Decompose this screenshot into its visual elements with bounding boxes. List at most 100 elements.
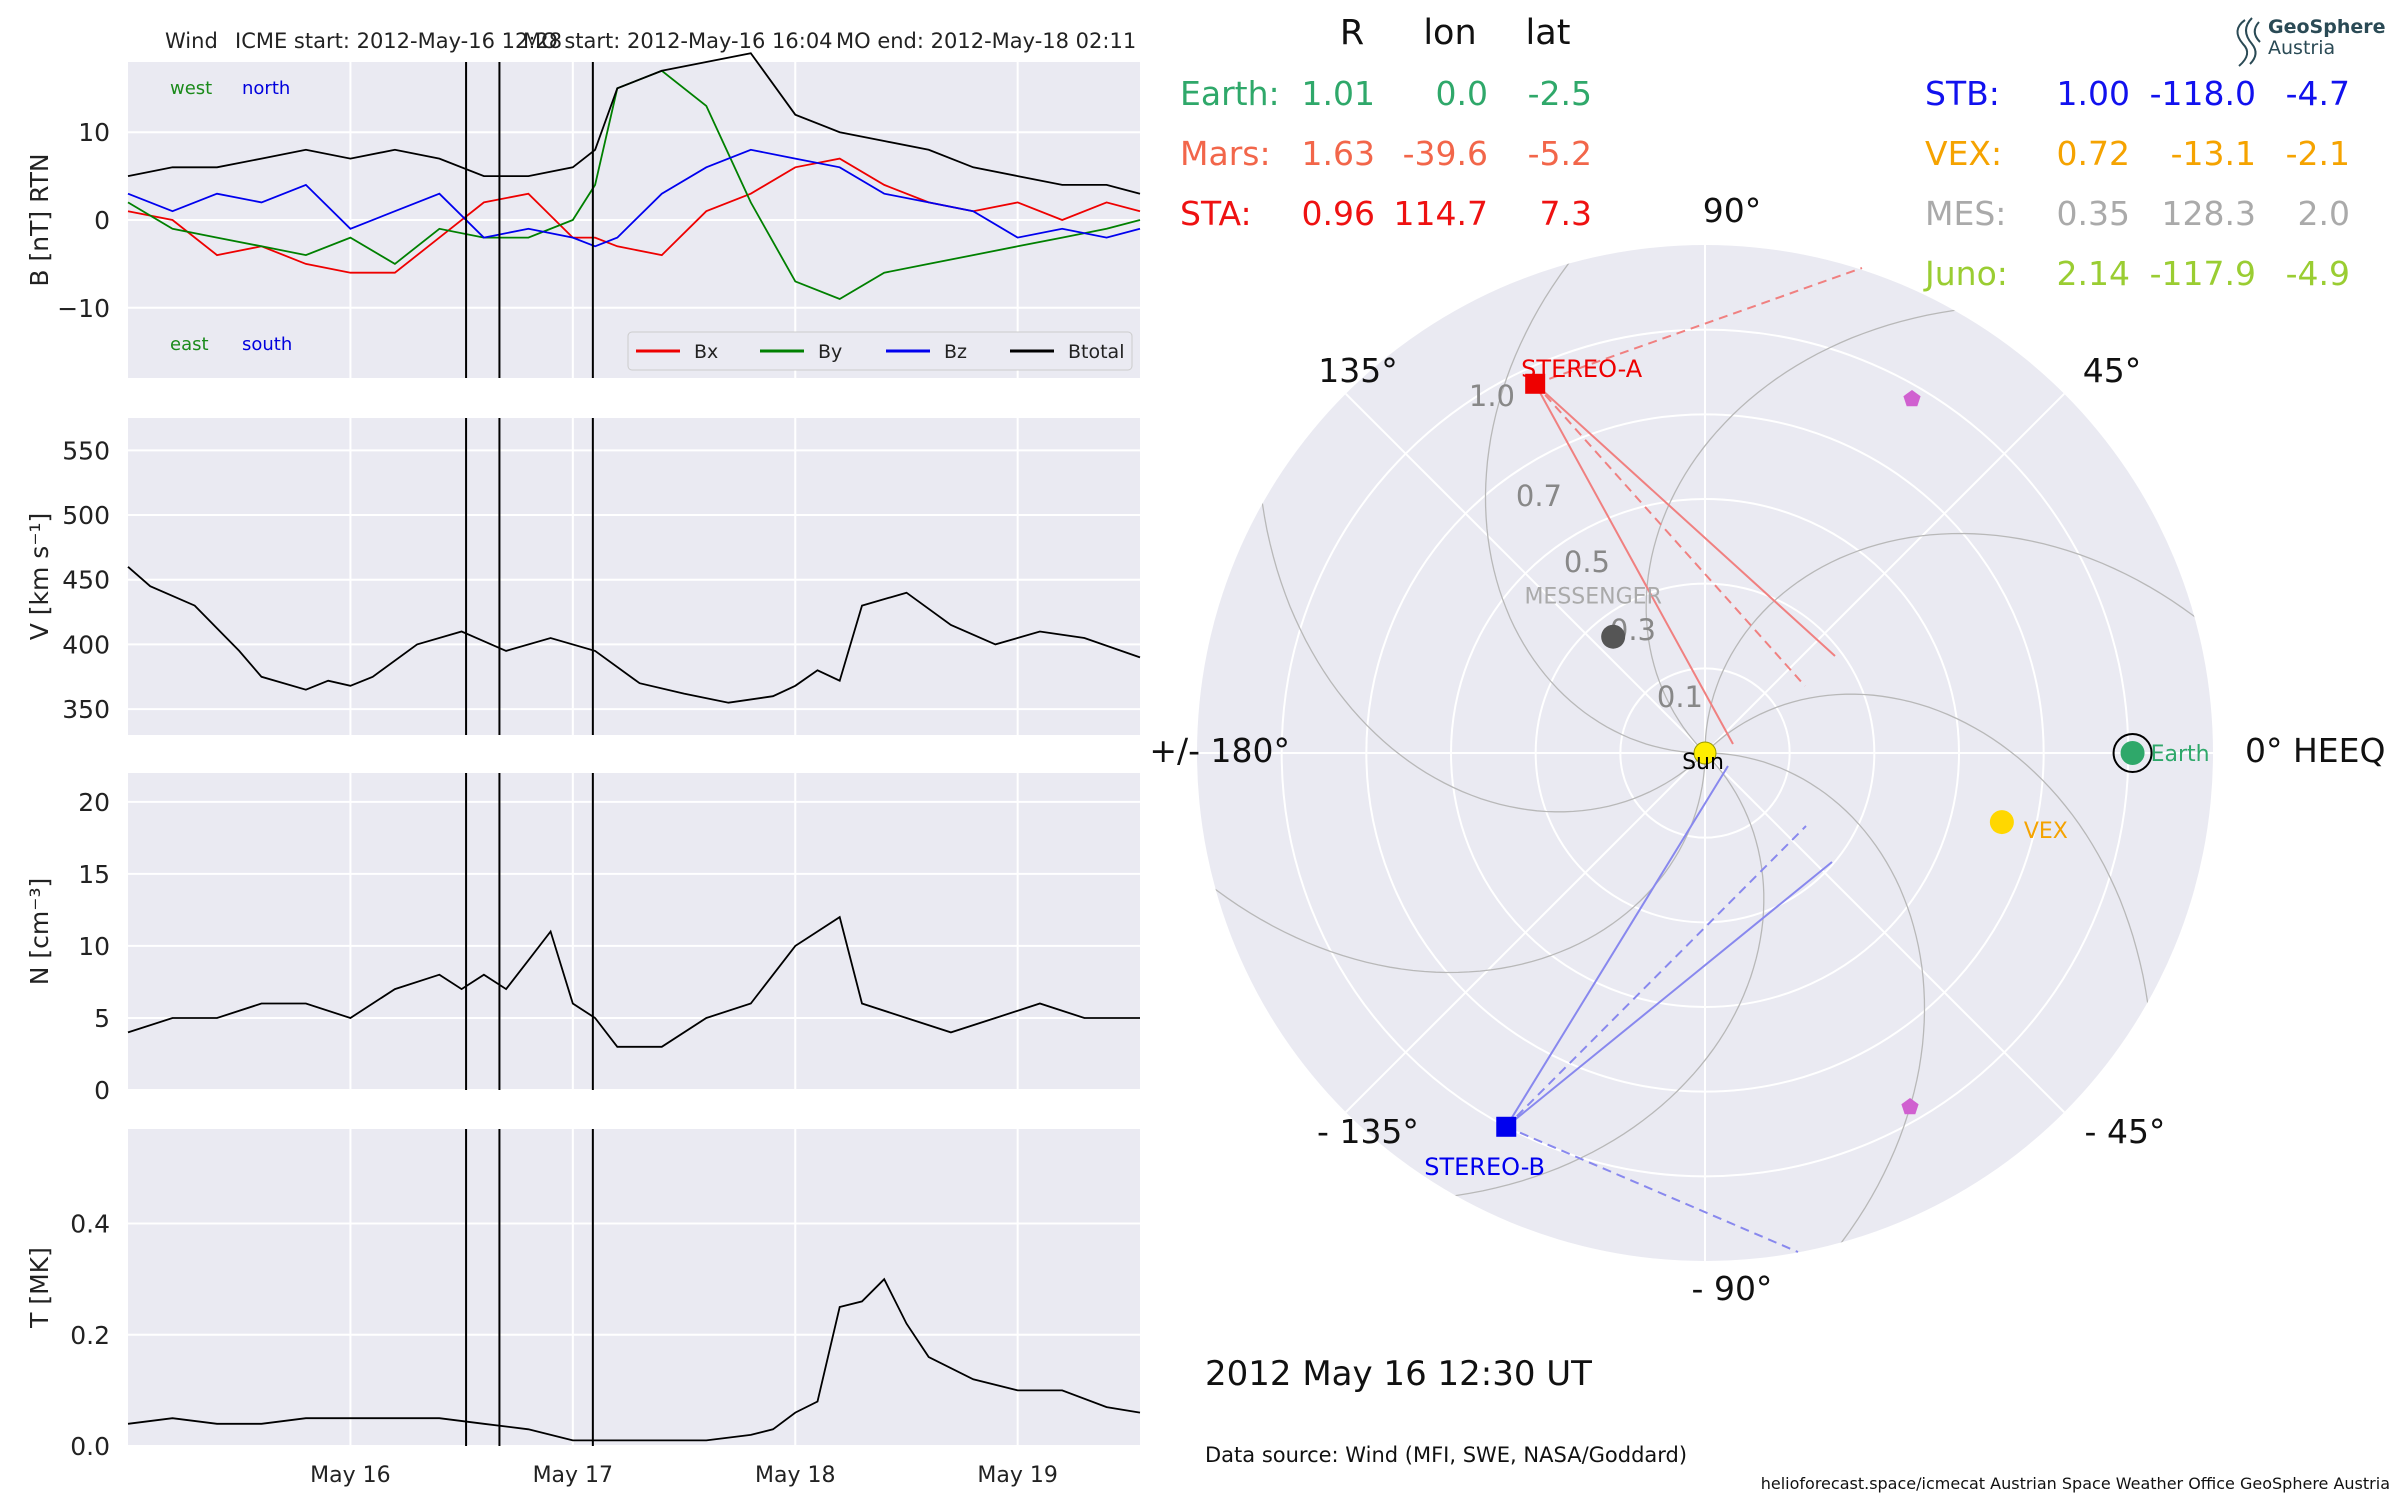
- row-lat: -2.1: [2286, 134, 2350, 173]
- field-of-view-lines: [1505, 267, 1863, 1253]
- sta-fov-line: [1534, 383, 1836, 657]
- annotation-west: west: [170, 78, 212, 99]
- panel-background: [128, 773, 1140, 1090]
- stereoa-label: STEREO-A: [1521, 355, 1643, 383]
- y-tick-label: 10: [78, 932, 110, 961]
- y-tick-label: 0.4: [70, 1210, 110, 1239]
- y-tick-label: 550: [62, 436, 110, 465]
- y-tick-label: 0.0: [70, 1432, 110, 1461]
- earth-ring: [2112, 733, 2153, 773]
- messenger-label: MESSENGER: [1524, 585, 1661, 610]
- row-lon: -13.1: [2171, 134, 2256, 173]
- angle-label: +/- 180°: [1149, 731, 1290, 770]
- radial-tick-label: 1.0: [1469, 379, 1515, 413]
- row-lon: 114.7: [1394, 194, 1488, 233]
- header-spacecraft: Wind: [165, 29, 218, 53]
- panel-4: 0.0 0.2 0.4 T [MK] May 16 May 17 May 18 May 19: [25, 1129, 1141, 1488]
- earth-marker: [2120, 741, 2145, 765]
- panel-1: −10 0 10 B [nT] RTN west north east south Bx By Bz…: [25, 52, 1141, 378]
- y-tick-label: 450: [62, 566, 110, 595]
- y-axis-label: B [nT] RTN: [25, 153, 54, 286]
- stb-fov-line: [1505, 861, 1833, 1128]
- table-row: VEX: 0.72 -13.1 -2.1: [1925, 134, 2350, 173]
- row-name: Earth:: [1180, 74, 1280, 113]
- table-header-lat: lat: [1526, 13, 1571, 53]
- table-row: STB: 1.00 -118.0 -4.7: [1925, 74, 2350, 113]
- x-tick-label: May 17: [533, 1463, 613, 1488]
- radial-tick-label: 0.5: [1564, 545, 1610, 579]
- logo-swirl-icon: [2236, 17, 2261, 67]
- parker-spiral-line: [1197, 752, 1706, 974]
- logo-line1: GeoSphere: [2268, 16, 2386, 38]
- parker-spiral-line: [1704, 532, 2213, 754]
- stereob-label: STEREO-B: [1424, 1153, 1545, 1181]
- legend-label-btotal: Btotal: [1068, 341, 1124, 363]
- polar-angle-gridline: [1345, 752, 1706, 1113]
- y-tick-label: 0.2: [70, 1321, 110, 1350]
- y-tick-label: 350: [62, 695, 110, 724]
- mars-marker: [1901, 1098, 1919, 1115]
- table-row: Juno: 2.14 -117.9 -4.9: [1923, 254, 2350, 293]
- geosphere-logo: GeoSphere Austria: [2236, 16, 2386, 67]
- series-line-bz: [127, 148, 1141, 248]
- sta-fov-dashed-line: [1534, 383, 1806, 687]
- panel-2: 350 400 450 500 550 V [km s⁻¹]: [25, 418, 1141, 735]
- y-tick-label: 400: [62, 630, 110, 659]
- row-lat: 7.3: [1540, 194, 1592, 233]
- y-tick-label: −10: [57, 294, 110, 323]
- row-r: 1.00: [2057, 74, 2130, 113]
- stb-fov-line: [1505, 765, 1729, 1128]
- row-name: STB:: [1925, 74, 2000, 113]
- earth-label: Earth: [2151, 742, 2210, 767]
- angle-label: 45°: [2083, 351, 2142, 390]
- table-row: MES: 0.35 128.3 2.0: [1925, 194, 2350, 233]
- legend-label-by: By: [818, 341, 842, 363]
- panel-3: 0 5 10 15 20 N [cm⁻³]: [25, 773, 1140, 1105]
- radial-tick-label: 0.1: [1657, 680, 1703, 714]
- row-r: 0.96: [1302, 194, 1375, 233]
- parker-spiral-line: [1257, 447, 1706, 813]
- parker-spiral-line: [1484, 245, 1706, 754]
- legend-label-bz: Bz: [944, 341, 967, 363]
- series-line-btotal: [127, 52, 1141, 195]
- vex-label: VEX: [2024, 819, 2068, 844]
- series-line-n: [127, 915, 1140, 1048]
- timeseries-panels: −10 0 10 B [nT] RTN west north east south Bx By Bz…: [25, 52, 1141, 1488]
- header-icme-start: ICME start: 2012-May-16 12:28: [235, 29, 562, 53]
- footer-credits: helioforecast.space/icmecat Austrian Spa…: [1761, 1474, 2390, 1493]
- radial-tick-label: 0.7: [1516, 479, 1562, 513]
- y-tick-label: 500: [62, 501, 110, 530]
- header-mo-end: MO end: 2012-May-18 02:11: [836, 29, 1136, 53]
- x-tick-label: May 18: [755, 1463, 835, 1488]
- messenger-marker: [1601, 624, 1626, 649]
- sun-label: Sun: [1682, 750, 1724, 775]
- data-source: Data source: Wind (MFI, SWE, NASA/Goddar…: [1205, 1443, 1687, 1467]
- row-lon: 0.0: [1436, 74, 1488, 113]
- row-lon: -39.6: [1403, 134, 1488, 173]
- sun-marker: [1693, 741, 1717, 765]
- y-tick-label: 5: [94, 1004, 110, 1033]
- stereob-marker: [1496, 1116, 1517, 1137]
- sta-fov-dashed-line: [1534, 267, 1863, 385]
- row-lat: -4.9: [2286, 254, 2350, 293]
- stb-fov-dashed-line: [1505, 825, 1807, 1128]
- row-name: Mars:: [1180, 134, 1271, 173]
- sta-fov-line: [1534, 383, 1734, 745]
- annotation-north: north: [242, 78, 290, 99]
- panel-background: [128, 418, 1140, 735]
- stb-fov-dashed-line: [1505, 1125, 1799, 1253]
- y-tick-label: 20: [78, 788, 110, 817]
- row-lat: -2.5: [1528, 74, 1592, 113]
- annotation-south: south: [242, 334, 292, 355]
- row-name: STA:: [1180, 194, 1252, 233]
- angle-label: 135°: [1318, 351, 1398, 390]
- row-lon: -118.0: [2150, 74, 2256, 113]
- juno-marker: [1903, 390, 1921, 407]
- stereoa-marker: [1525, 373, 1546, 394]
- series-line-t: [127, 1277, 1141, 1442]
- body-markers: Sun Earth VEX MESSENGER STEREO-A STEREO-B: [1424, 355, 2209, 1181]
- polar-angle-gridline: [1345, 393, 1706, 754]
- angle-label: 90°: [1703, 191, 1762, 230]
- row-r: 0.35: [2057, 194, 2130, 233]
